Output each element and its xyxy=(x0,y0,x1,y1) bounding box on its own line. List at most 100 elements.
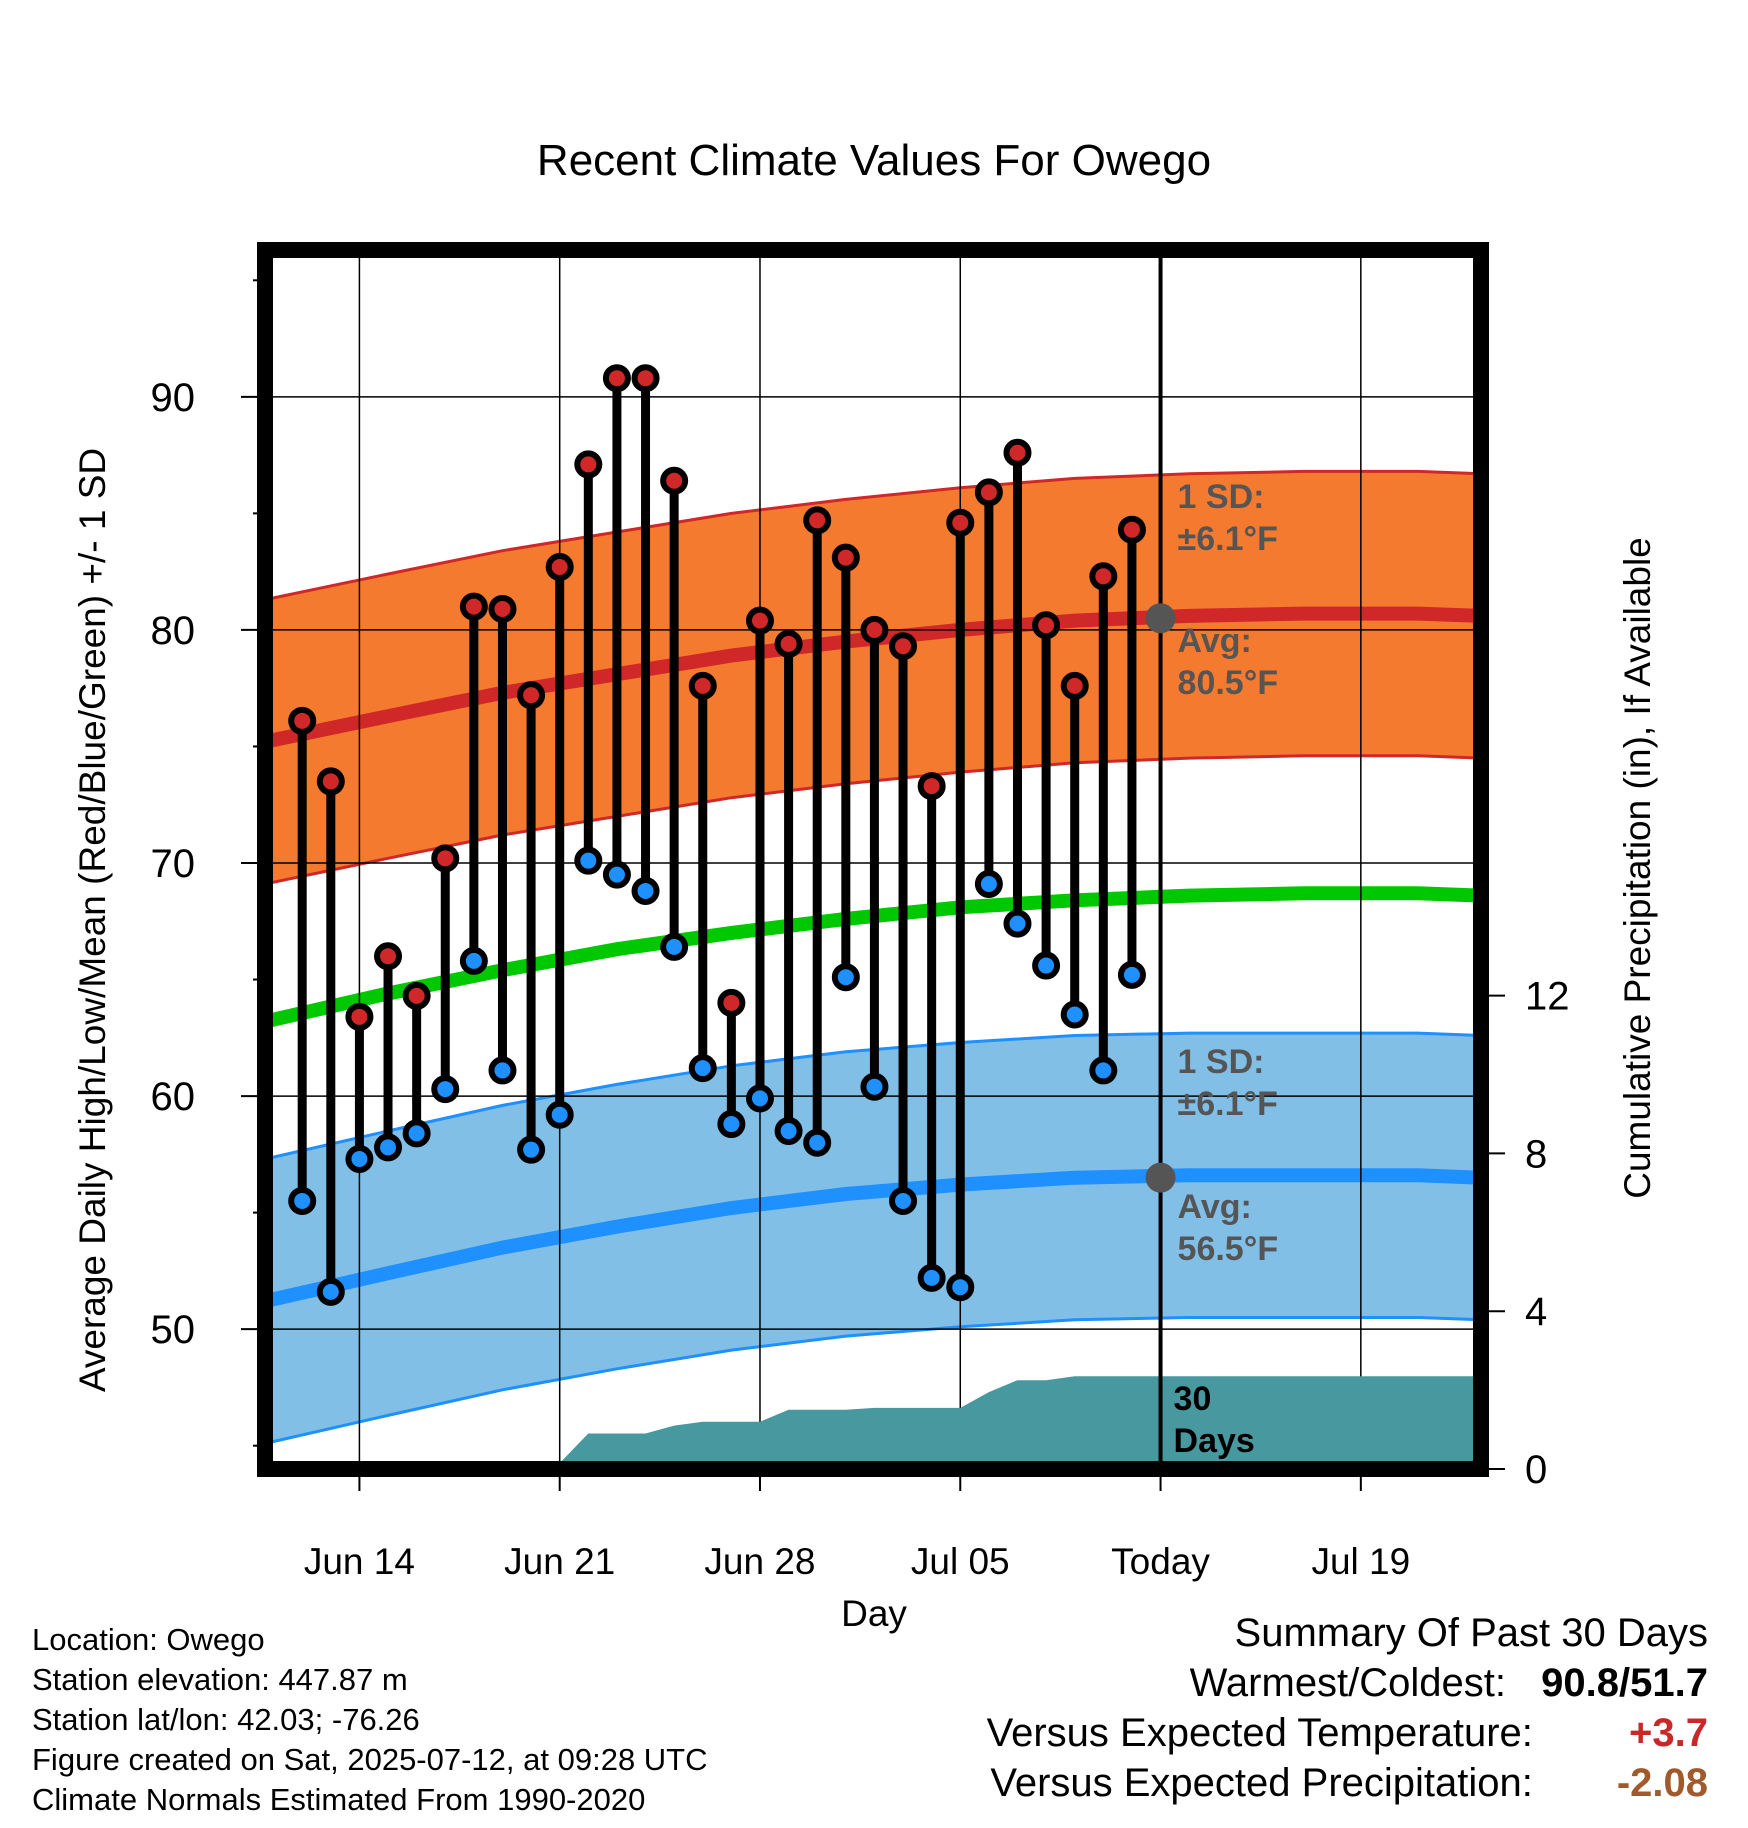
high-marker xyxy=(316,767,345,796)
low-marker xyxy=(1089,1056,1118,1085)
latlon-text: Station lat/lon: 42.03; -76.26 xyxy=(32,1702,420,1737)
precip-value: -2.08 xyxy=(1616,1761,1708,1805)
high-marker xyxy=(402,981,431,1010)
high-marker xyxy=(1089,562,1118,591)
low-marker xyxy=(831,963,860,992)
warmest-value: 90.8 xyxy=(1541,1661,1620,1705)
high-marker xyxy=(917,772,946,801)
low-marker xyxy=(803,1128,832,1157)
low-marker xyxy=(631,876,660,905)
high-marker xyxy=(488,594,517,623)
y2-axis-label: Cumulative Precipitation (in), If Availa… xyxy=(1617,537,1658,1199)
y-tick-label: 70 xyxy=(151,842,196,886)
low-marker xyxy=(745,1084,774,1113)
station-info: Location: Owego Station elevation: 447.8… xyxy=(32,1620,708,1820)
high-marker xyxy=(803,506,832,535)
low-marker xyxy=(574,846,603,875)
high-marker xyxy=(974,478,1003,507)
high-marker xyxy=(717,988,746,1017)
x-tick-label: Jun 28 xyxy=(704,1541,815,1582)
high-marker xyxy=(602,364,631,393)
high-marker xyxy=(889,632,918,661)
low-marker xyxy=(1003,909,1032,938)
low-marker xyxy=(889,1186,918,1215)
high-marker xyxy=(431,844,460,873)
high-marker xyxy=(1117,515,1146,544)
y2-tick-label: 12 xyxy=(1525,975,1570,1019)
low-marker xyxy=(288,1186,317,1215)
location-text: Location: Owego xyxy=(32,1622,265,1657)
high-marker xyxy=(1032,611,1061,640)
coldest-value: 51.7 xyxy=(1630,1661,1708,1705)
normals-text: Climate Normals Estimated From 1990-2020 xyxy=(32,1782,646,1817)
x-axis-label: Day xyxy=(841,1593,907,1634)
low-marker xyxy=(517,1135,546,1164)
high-avg-today-dot xyxy=(1145,603,1176,634)
elevation-text: Station elevation: 447.87 m xyxy=(32,1662,408,1697)
low-sd-label: 1 SD: ±6.1°F xyxy=(1178,1043,1278,1123)
summary-precip: Versus Expected Precipitation: -2.08 xyxy=(987,1758,1708,1808)
high-marker xyxy=(860,615,889,644)
high-avg-label: Avg: 80.5°F xyxy=(1178,622,1279,702)
x-tick-label: Today xyxy=(1111,1541,1210,1582)
low-marker xyxy=(946,1273,975,1302)
high-marker xyxy=(459,592,488,621)
summary-temp: Versus Expected Temperature: +3.7 xyxy=(987,1708,1708,1758)
high-marker xyxy=(688,671,717,700)
high-marker xyxy=(946,508,975,537)
high-marker xyxy=(288,706,317,735)
low-marker xyxy=(488,1056,517,1085)
low-marker xyxy=(602,860,631,889)
low-marker xyxy=(545,1100,574,1129)
temp-label: Versus Expected Temperature: xyxy=(986,1711,1533,1755)
high-marker xyxy=(660,466,689,495)
low-marker xyxy=(459,946,488,975)
summary-warm-cold: Warmest/Coldest: 90.8/51.7 xyxy=(987,1658,1708,1708)
low-marker xyxy=(1060,1000,1089,1029)
low-marker xyxy=(774,1117,803,1146)
low-marker xyxy=(717,1110,746,1139)
temp-value: +3.7 xyxy=(1629,1711,1708,1755)
y2-tick-label: 8 xyxy=(1525,1132,1547,1176)
high-marker xyxy=(1003,438,1032,467)
plot-frame xyxy=(257,242,1489,1477)
summary-panel: Summary Of Past 30 Days Warmest/Coldest:… xyxy=(987,1608,1708,1808)
warm-cold-label: Warmest/Coldest: xyxy=(1189,1661,1507,1705)
low-marker xyxy=(345,1145,374,1174)
y-tick-label: 50 xyxy=(151,1308,196,1352)
x-tick-label: Jul 19 xyxy=(1311,1541,1410,1582)
high-marker xyxy=(1060,671,1089,700)
x-tick-label: Jul 05 xyxy=(911,1541,1010,1582)
chart-title: Recent Climate Values For Owego xyxy=(537,136,1211,185)
high-marker xyxy=(545,552,574,581)
x-tick-label: Jun 14 xyxy=(304,1541,415,1582)
low-marker xyxy=(860,1072,889,1101)
precip-area xyxy=(265,1376,1481,1469)
high-marker xyxy=(831,543,860,572)
low-marker xyxy=(1032,951,1061,980)
created-text: Figure created on Sat, 2025-07-12, at 09… xyxy=(32,1742,708,1777)
low-avg-today-dot xyxy=(1145,1162,1176,1193)
period-label: 30 Days xyxy=(1174,1380,1255,1460)
low-marker xyxy=(1117,960,1146,989)
y-tick-label: 90 xyxy=(151,376,196,420)
high-marker xyxy=(374,942,403,971)
y-axis-label: Average Daily High/Low/Mean (Red/Blue/Gr… xyxy=(72,448,113,1392)
high-marker xyxy=(574,450,603,479)
low-marker xyxy=(917,1263,946,1292)
high-marker xyxy=(517,681,546,710)
precip-label: Versus Expected Precipitation: xyxy=(990,1761,1533,1805)
low-marker xyxy=(374,1133,403,1162)
low-marker xyxy=(316,1277,345,1306)
high-marker xyxy=(631,364,660,393)
y-tick-label: 80 xyxy=(151,609,196,653)
high-marker xyxy=(774,629,803,658)
low-marker xyxy=(660,932,689,961)
high-marker xyxy=(345,1002,374,1031)
y-tick-label: 60 xyxy=(151,1075,196,1119)
high-marker xyxy=(745,606,774,635)
low-marker xyxy=(974,869,1003,898)
low-marker xyxy=(402,1119,431,1148)
summary-title: Summary Of Past 30 Days xyxy=(1234,1611,1708,1655)
